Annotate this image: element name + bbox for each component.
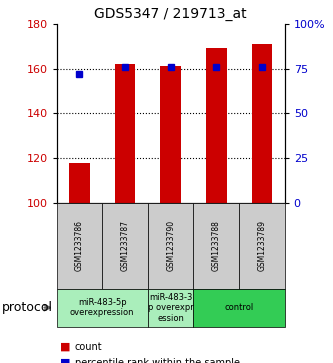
Text: GSM1233790: GSM1233790 — [166, 220, 175, 272]
Text: GSM1233789: GSM1233789 — [257, 220, 266, 272]
Text: ■: ■ — [60, 342, 71, 352]
Text: percentile rank within the sample: percentile rank within the sample — [75, 358, 240, 363]
Bar — [161, 66, 181, 203]
Title: GDS5347 / 219713_at: GDS5347 / 219713_at — [94, 7, 247, 21]
Bar — [206, 48, 226, 203]
Bar — [115, 64, 135, 203]
Text: protocol: protocol — [2, 301, 53, 314]
Text: miR-483-5p
overexpression: miR-483-5p overexpression — [70, 298, 135, 317]
Text: count: count — [75, 342, 103, 352]
Text: control: control — [224, 303, 254, 312]
Bar — [252, 44, 272, 203]
Text: GSM1233787: GSM1233787 — [121, 220, 130, 272]
Text: miR-483-3
p overexpr
ession: miR-483-3 p overexpr ession — [148, 293, 193, 323]
Text: GSM1233788: GSM1233788 — [212, 220, 221, 272]
Text: ■: ■ — [60, 358, 71, 363]
Bar — [69, 163, 90, 203]
Text: GSM1233786: GSM1233786 — [75, 220, 84, 272]
